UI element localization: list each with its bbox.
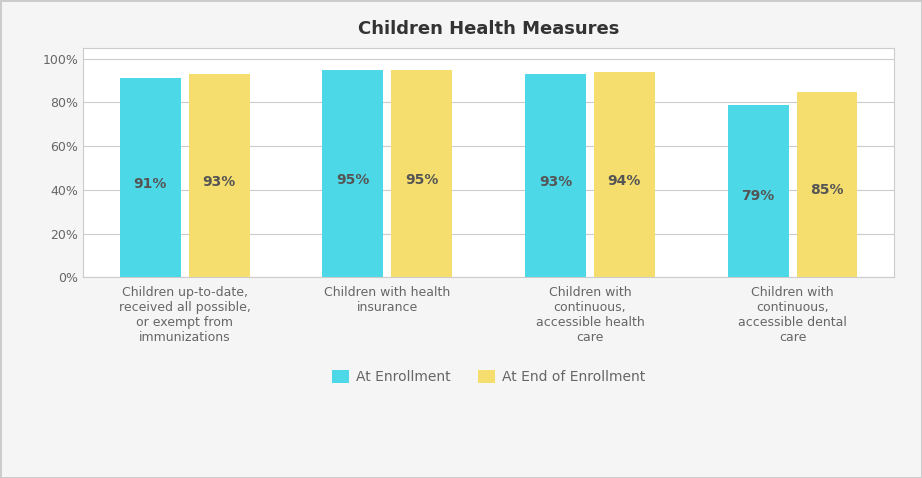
Bar [594, 72, 655, 277]
Bar [189, 74, 250, 277]
Text: 95%: 95% [405, 173, 439, 187]
Text: 91%: 91% [134, 177, 167, 191]
Text: 85%: 85% [810, 183, 844, 197]
Text: 94%: 94% [608, 174, 641, 188]
Bar [526, 74, 585, 277]
Legend: At Enrollment, At End of Enrollment: At Enrollment, At End of Enrollment [326, 365, 651, 390]
Text: 93%: 93% [203, 175, 236, 189]
Text: 93%: 93% [538, 175, 573, 189]
Bar [392, 70, 452, 277]
Bar [120, 78, 181, 277]
Bar [323, 70, 384, 277]
Bar [797, 91, 857, 277]
Bar [727, 105, 788, 277]
Text: 95%: 95% [337, 173, 370, 187]
Title: Children Health Measures: Children Health Measures [358, 20, 620, 38]
Text: 79%: 79% [741, 189, 774, 203]
